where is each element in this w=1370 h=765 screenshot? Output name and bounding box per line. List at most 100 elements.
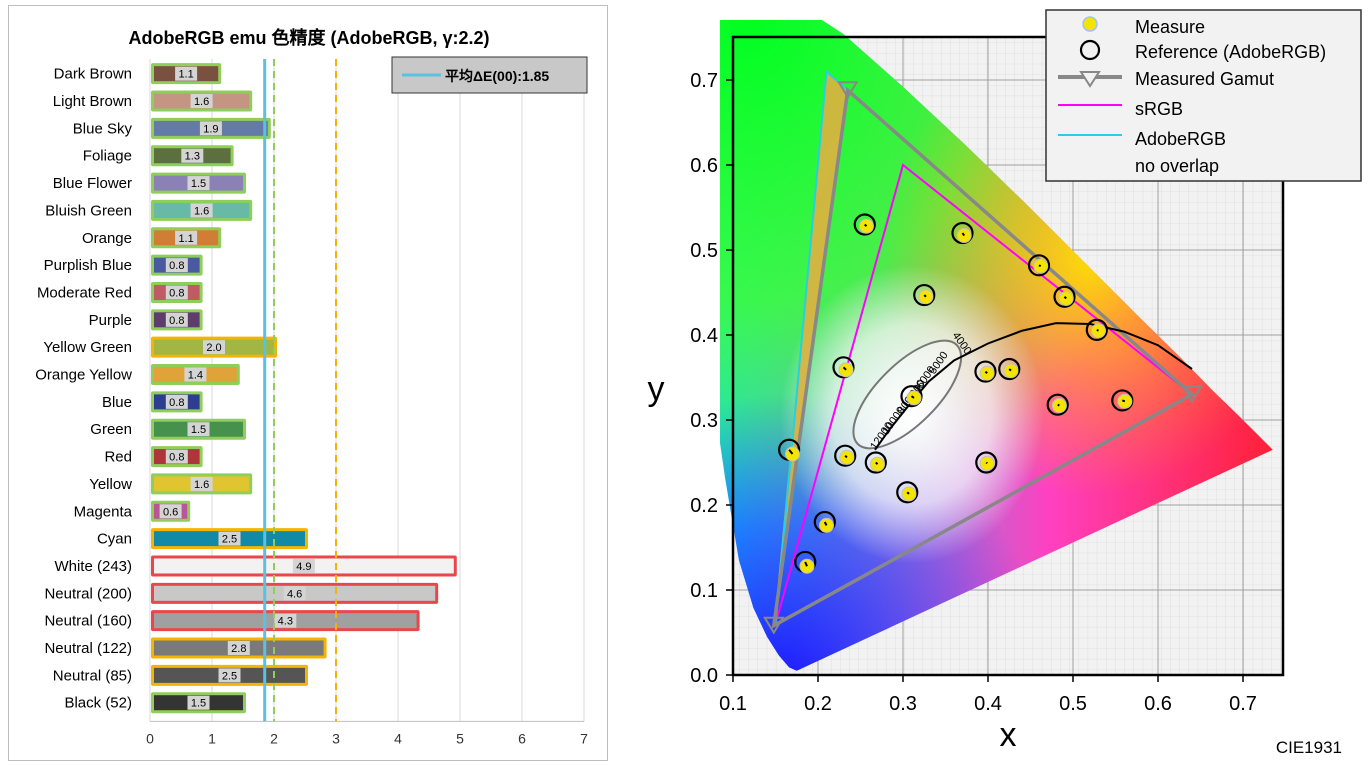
bar-value-label: 1.5: [191, 178, 206, 190]
bar-category-label: Blue: [102, 394, 132, 411]
reference-point: [834, 444, 857, 467]
bar-category-label: Purple: [89, 312, 132, 329]
y-tick-label: 0.6: [690, 155, 718, 177]
bar-chart-title: AdobeRGB emu 色精度 (AdobeRGB, γ:2.2): [128, 27, 489, 48]
reference-point: [913, 283, 936, 307]
bar-value-label-bg: [218, 531, 241, 546]
deviation-vector: [1057, 403, 1060, 407]
bar-value-label-bg: [199, 121, 222, 136]
reference-point: [1027, 254, 1051, 277]
y-tick-label: 0.7: [690, 70, 718, 92]
bar-value-label: 4.9: [296, 561, 311, 573]
bar-value-label: 0.8: [169, 315, 184, 327]
measured-point: [979, 365, 995, 381]
reference-point: [974, 360, 997, 383]
deviation-vector: [842, 366, 847, 371]
deviation-vector: [910, 395, 915, 399]
bar-value-label-bg: [203, 340, 225, 355]
bar-value-label-bg: [165, 394, 188, 409]
bar-category-label: Light Brown: [53, 93, 132, 110]
measured-point: [979, 455, 995, 471]
bar-value-label-bg: [274, 613, 297, 628]
bar-category-label: Foliage: [83, 148, 132, 165]
bar-value-label: 1.1: [178, 233, 193, 245]
bar-value-label-bg: [190, 94, 213, 109]
bar-value-label: 1.6: [194, 96, 209, 108]
bar-x-tick-label: 4: [394, 730, 402, 746]
bar-value-label-bg: [181, 148, 204, 163]
legend-measured-gamut: Measured Gamut: [1135, 69, 1274, 89]
bar-category-label: Neutral (200): [44, 585, 132, 602]
bar-x-tick-label: 3: [332, 730, 340, 746]
bar-value-label: 0.6: [163, 506, 178, 518]
cie-legend: Measure Reference (AdobeRGB) Measured Ga…: [1045, 9, 1362, 182]
deviation-vector: [985, 461, 988, 465]
bar-value-label: 1.3: [185, 151, 200, 163]
bar-value-label: 2.8: [231, 643, 246, 655]
deviation-vector: [844, 454, 848, 459]
y-tick-label: 0.2: [690, 495, 718, 517]
bar-category-label: Dark Brown: [54, 66, 132, 83]
bar-value-label: 4.3: [278, 616, 293, 628]
measured-point: [799, 558, 815, 574]
bar-value-label-bg: [159, 504, 182, 519]
cie-footer: CIE1931: [1276, 738, 1342, 757]
bar-value-label-bg: [283, 586, 306, 601]
legend-reference: Reference (AdobeRGB): [1135, 42, 1326, 62]
deviation-vector: [1096, 329, 1099, 332]
gamut-vertex-marker: [1181, 385, 1203, 404]
x-tick-label: 0.1: [719, 693, 747, 715]
bar-value-label: 2.5: [222, 534, 237, 546]
bar-value-label-bg: [187, 695, 210, 710]
deviation-vector: [906, 491, 910, 495]
deviation-vector: [804, 561, 808, 567]
bar-value-label-bg: [184, 367, 207, 382]
y-tick-label: 0.1: [690, 580, 718, 602]
bar-category-label: Orange Yellow: [35, 367, 132, 384]
bar-value-label-bg: [190, 476, 213, 491]
bar-value-label: 1.4: [188, 370, 203, 382]
bar-category-label: Red: [104, 449, 132, 466]
delta-e-bar-chart: AdobeRGB emu 色精度 (AdobeRGB, γ:2.2) 1.1 1.…: [8, 5, 608, 761]
deviation-vector: [923, 294, 927, 298]
deviation-vector: [1008, 368, 1012, 372]
gamut-vertex-marker: [763, 616, 785, 635]
bar-value-label-bg: [190, 203, 213, 218]
y-tick-label: 0.4: [690, 325, 718, 347]
deviation-vector: [823, 521, 828, 526]
plot-frame: [731, 35, 1285, 677]
bar-category-label: Blue Flower: [53, 175, 132, 192]
reference-point: [1085, 318, 1108, 341]
x-tick-label: 0.3: [889, 693, 917, 715]
bar-value-label: 1.6: [194, 205, 209, 217]
reference-point: [896, 481, 919, 504]
bar-chart-svg: AdobeRGB emu 色精度 (AdobeRGB, γ:2.2) 1.1 1.…: [35, 27, 588, 746]
bar-category-label: Orange: [82, 230, 132, 247]
bar-category-label: Moderate Red: [37, 284, 132, 301]
x-tick-label: 0.5: [1059, 693, 1087, 715]
legend-adobergb: AdobeRGB: [1135, 129, 1226, 149]
x-tick-label: 0.7: [1229, 693, 1257, 715]
bar-category-label: Black (52): [64, 695, 132, 712]
measured-point: [858, 218, 874, 234]
bar-category-label: Blue Sky: [73, 120, 133, 137]
bar-value-label-bg: [175, 230, 198, 245]
x-axis-label: x: [1000, 716, 1017, 754]
deviation-vector: [875, 461, 879, 465]
x-tick-label: 0.6: [1144, 693, 1172, 715]
bar-value-label-bg: [165, 449, 188, 464]
deviation-vector: [788, 449, 794, 455]
reference-point: [864, 451, 887, 474]
bar-category-label: Bluish Green: [45, 202, 132, 219]
cie1931-chart: 400050006000700080001000012000 0.10.20.3…: [648, 9, 1362, 757]
bar-category-label: Green: [90, 421, 132, 438]
y-tick-label: 0.0: [690, 665, 718, 687]
measured-gamut: [771, 86, 1196, 629]
reference-point: [1053, 285, 1076, 308]
deviation-vector: [984, 370, 988, 374]
bar-value-label: 4.6: [287, 588, 302, 600]
bar-value-label-bg: [175, 66, 198, 81]
x-tick-label: 0.4: [974, 693, 1002, 715]
bar-value-label: 0.8: [169, 452, 184, 464]
x-tick-label: 0.2: [804, 693, 832, 715]
